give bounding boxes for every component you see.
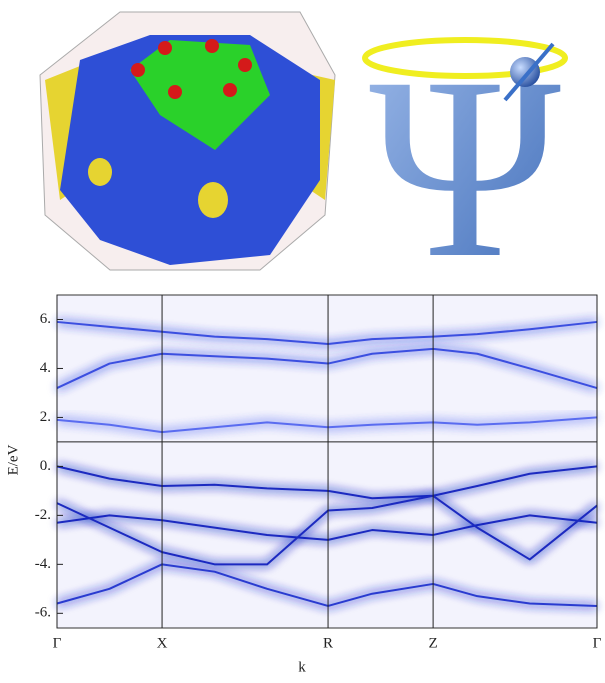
y-tick-label: 2. [40,409,51,425]
psi-logo: Ψ [362,24,568,312]
fermi-surface [39,11,336,271]
y-tick-label: -6. [35,605,51,621]
y-tick-label: 0. [40,458,51,474]
x-tick-label: Γ [53,635,62,651]
x-tick-label: R [323,635,333,651]
y-tick-label: 6. [40,311,51,327]
plot-area [56,294,598,629]
x-axis-label: k [298,659,306,675]
x-tick-label: X [157,635,168,651]
y-tick-label: -2. [35,507,51,523]
x-tick-label: Γ [593,635,602,651]
x-tick-label: Z [429,635,438,651]
y-tick-label: -4. [35,556,51,572]
y-axis-label: E/eV [5,444,21,475]
y-tick-label: 4. [40,360,51,376]
